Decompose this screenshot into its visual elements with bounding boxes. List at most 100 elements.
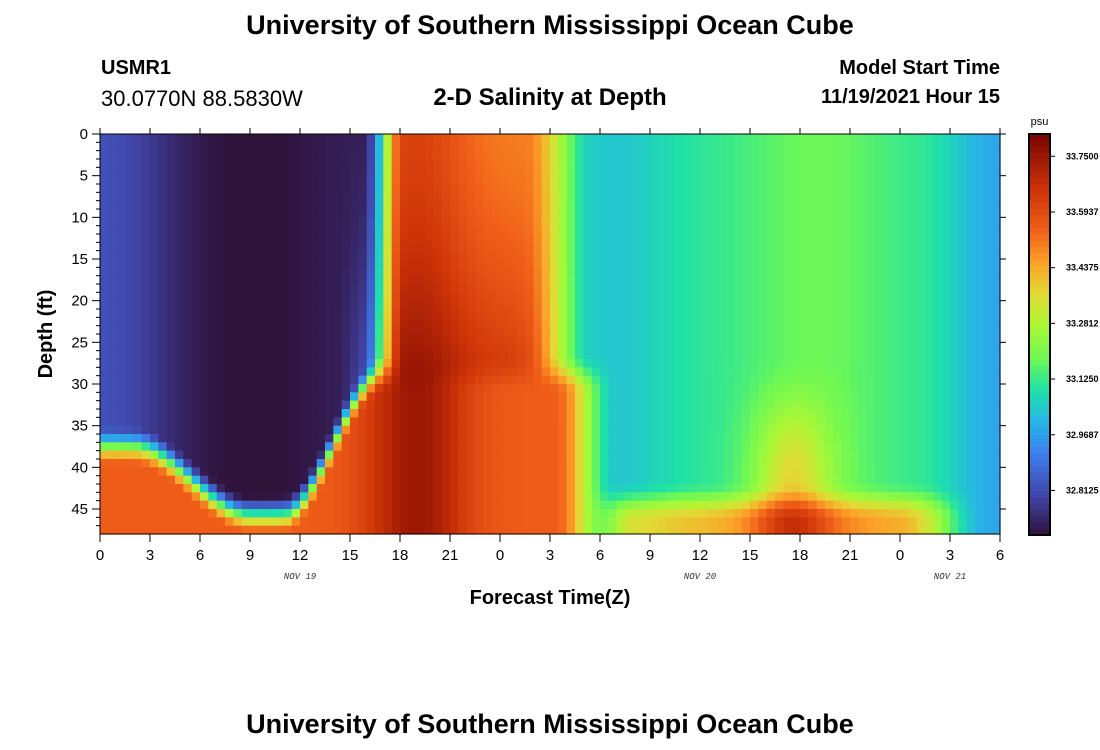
heatmap-cell: [441, 134, 451, 143]
heatmap-cell: [325, 150, 334, 160]
heatmap-cell: [158, 325, 168, 335]
heatmap-cell: [900, 242, 909, 252]
heatmap-cell: [400, 467, 409, 477]
heatmap-cell: [691, 434, 701, 443]
chart-title: University of Southern Mississippi Ocean…: [246, 10, 854, 40]
heatmap-cell: [700, 267, 709, 277]
heatmap-cell: [575, 175, 584, 185]
heatmap-cell: [708, 384, 718, 393]
heatmap-cell: [775, 150, 784, 160]
heatmap-cell: [916, 459, 926, 468]
heatmap-cell: [450, 225, 459, 235]
heatmap-cell: [850, 175, 859, 185]
heatmap-cell: [191, 442, 201, 452]
heatmap-cell: [583, 234, 593, 243]
heatmap-cell: [575, 134, 584, 143]
heatmap-cell: [325, 492, 334, 502]
heatmap-cell: [775, 525, 784, 535]
heatmap-cell: [616, 134, 626, 143]
heatmap-cell: [900, 309, 909, 318]
heatmap-cell: [675, 242, 684, 252]
heatmap-cell: [475, 442, 484, 452]
heatmap-cell: [766, 425, 776, 435]
heatmap-cell: [108, 309, 118, 318]
heatmap-cell: [591, 375, 601, 385]
heatmap-cell: [650, 359, 659, 368]
heatmap-cell: [533, 184, 543, 193]
heatmap-cell: [441, 267, 451, 277]
heatmap-cell: [558, 209, 568, 218]
heatmap-cell: [725, 250, 734, 260]
heatmap-cell: [583, 192, 593, 202]
heatmap-cell: [658, 150, 668, 160]
heatmap-cell: [183, 375, 193, 385]
heatmap-cell: [141, 150, 151, 160]
heatmap-cell: [883, 242, 893, 252]
heatmap-cell: [325, 392, 334, 402]
heatmap-cell: [450, 284, 459, 293]
heatmap-cell: [133, 300, 143, 310]
heatmap-cell: [525, 509, 534, 518]
heatmap-cell: [575, 517, 584, 527]
heatmap-cell: [308, 225, 318, 235]
heatmap-cell: [766, 475, 776, 485]
heatmap-cell: [541, 517, 551, 527]
heatmap-cell: [833, 284, 843, 293]
heatmap-cell: [316, 475, 326, 485]
heatmap-cell: [875, 517, 884, 527]
heatmap-cell: [183, 292, 193, 302]
heatmap-cell: [166, 217, 176, 227]
heatmap-cell: [858, 175, 868, 185]
heatmap-cell: [916, 309, 926, 318]
heatmap-cell: [558, 259, 568, 268]
heatmap-cell: [958, 375, 968, 385]
heatmap-cell: [725, 525, 734, 535]
heatmap-cell: [808, 517, 818, 527]
heatmap-cell: [525, 359, 534, 368]
heatmap-cell: [366, 225, 376, 235]
heatmap-cell: [641, 167, 651, 177]
heatmap-cell: [666, 425, 676, 435]
heatmap-cell: [266, 400, 276, 410]
heatmap-cell: [800, 175, 809, 185]
heatmap-cell: [933, 350, 943, 360]
heatmap-cell: [841, 225, 851, 235]
heatmap-cell: [308, 342, 318, 352]
heatmap-cell: [116, 375, 126, 385]
heatmap-cell: [708, 367, 718, 377]
heatmap-cell: [850, 142, 859, 152]
heatmap-cell: [716, 317, 726, 327]
heatmap-cell: [816, 159, 826, 168]
heatmap-cell: [183, 509, 193, 518]
heatmap-cell: [283, 467, 293, 477]
heatmap-cell: [350, 492, 359, 502]
heatmap-cell: [600, 442, 609, 452]
heatmap-cell: [508, 267, 518, 277]
heatmap-cell: [233, 500, 243, 510]
heatmap-cell: [241, 250, 251, 260]
heatmap-cell: [416, 167, 426, 177]
heatmap-cell: [783, 350, 793, 360]
heatmap-cell: [283, 175, 293, 185]
heatmap-cell: [291, 209, 301, 218]
heatmap-cell: [175, 209, 184, 218]
heatmap-cell: [508, 234, 518, 243]
heatmap-cell: [658, 342, 668, 352]
heatmap-cell: [691, 234, 701, 243]
heatmap-cell: [341, 250, 351, 260]
heatmap-cell: [866, 134, 876, 143]
heatmap-cell: [900, 417, 909, 427]
heatmap-cell: [691, 184, 701, 193]
heatmap-cell: [708, 275, 718, 285]
heatmap-cell: [758, 217, 768, 227]
heatmap-cell: [308, 134, 318, 143]
heatmap-cell: [150, 300, 159, 310]
heatmap-cell: [750, 467, 759, 477]
heatmap-cell: [816, 192, 826, 202]
heatmap-cell: [675, 509, 684, 518]
heatmap-cell: [733, 367, 743, 377]
heatmap-cell: [133, 209, 143, 218]
heatmap-cell: [508, 525, 518, 535]
heatmap-cell: [783, 167, 793, 177]
heatmap-cell: [433, 159, 443, 168]
